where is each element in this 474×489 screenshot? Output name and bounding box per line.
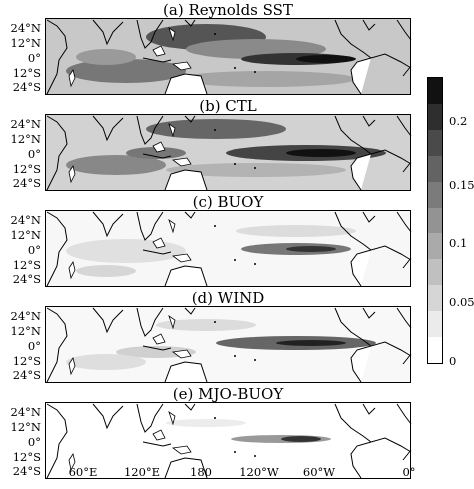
colorbar-segment (428, 233, 442, 260)
map-panel-a (45, 18, 411, 95)
map-panel-c (45, 210, 411, 287)
sst-field-c (46, 211, 410, 286)
lat-label: 24°S (12, 272, 41, 286)
sst-field-a (46, 19, 410, 94)
colorbar-segment (428, 259, 442, 286)
lat-label: 24°S (12, 464, 41, 478)
lat-label: 24°N (10, 405, 41, 419)
colorbar-segment (428, 181, 442, 208)
lat-label: 0° (27, 51, 41, 65)
sst-field-d (46, 307, 410, 382)
lat-label: 24°S (12, 176, 41, 190)
lat-label: 24°N (10, 309, 41, 323)
lon-label: 60°E (68, 465, 98, 479)
lon-label: 180 (190, 465, 212, 479)
colorbar-segment (428, 103, 442, 130)
map-panel-b (45, 114, 411, 191)
lat-label: 12°N (10, 132, 41, 146)
lat-label: 12°S (12, 66, 41, 80)
colorbar-segment (428, 311, 442, 338)
map-panel-e (45, 402, 411, 479)
lat-label: 12°S (12, 162, 41, 176)
lat-label: 12°N (10, 36, 41, 50)
lat-label: 24°N (10, 21, 41, 35)
colorbar-label: 0 (449, 354, 457, 368)
colorbar-label: 0.1 (449, 236, 468, 250)
colorbar (427, 77, 443, 364)
panel-e-title: (e) MJO-BUOY (172, 385, 284, 403)
lon-label: 60°W (302, 465, 336, 479)
lon-label: 0° (402, 465, 416, 479)
lat-label: 12°S (12, 258, 41, 272)
lat-label: 12°N (10, 324, 41, 338)
sst-field-e (46, 403, 410, 478)
colorbar-label: 0.05 (449, 295, 474, 309)
lat-label: 12°S (12, 450, 41, 464)
colorbar-label: 0.15 (449, 178, 474, 192)
lat-label: 24°N (10, 117, 41, 131)
sst-field-b (46, 115, 410, 190)
lon-label: 120°E (123, 465, 161, 479)
colorbar-label: 0.2 (449, 114, 468, 128)
lat-label: 0° (27, 243, 41, 257)
lat-label: 0° (27, 435, 41, 449)
lat-label: 24°N (10, 213, 41, 227)
lat-label: 24°S (12, 368, 41, 382)
colorbar-segment (428, 337, 442, 364)
lat-label: 24°S (12, 80, 41, 94)
lat-label: 12°N (10, 420, 41, 434)
panel-c-title: (c) BUOY (192, 193, 264, 211)
panel-d-title: (d) WIND (191, 289, 265, 307)
colorbar-segment (428, 207, 442, 234)
colorbar-segment (428, 129, 442, 156)
lat-label: 0° (27, 339, 41, 353)
colorbar-segment (428, 155, 442, 182)
colorbar-segment (428, 78, 442, 104)
lat-label: 12°S (12, 354, 41, 368)
lat-label: 12°N (10, 228, 41, 242)
panel-a-title: (a) Reynolds SST (163, 1, 293, 19)
colorbar-segment (428, 285, 442, 312)
panel-b-title: (b) CTL (199, 97, 257, 115)
lat-label: 0° (27, 147, 41, 161)
map-panel-d (45, 306, 411, 383)
lon-label: 120°W (239, 465, 279, 479)
